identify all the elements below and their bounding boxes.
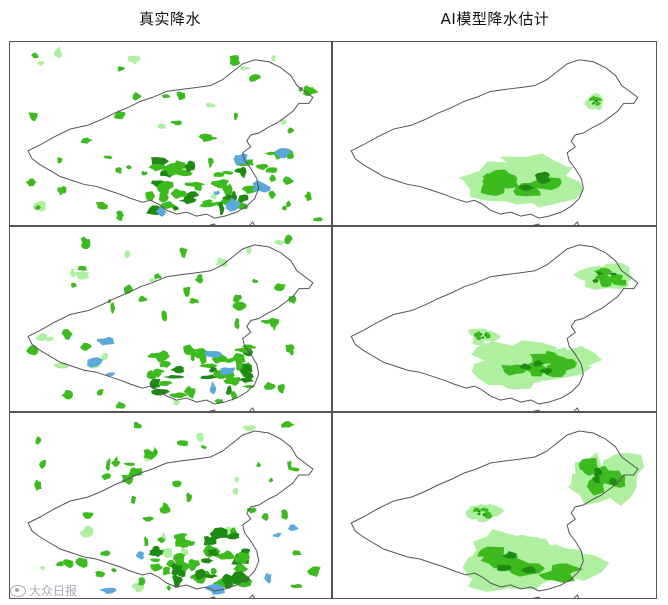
island-outline	[532, 223, 540, 225]
rain-areas	[458, 92, 604, 208]
column-title-ai-estimate: AI模型降水估计	[440, 10, 550, 28]
china-boundary-outline	[350, 244, 639, 405]
china-boundary-outline	[27, 59, 314, 219]
china-map-svg	[350, 59, 639, 225]
china-map-svg	[26, 234, 314, 411]
china-boundary-outline	[350, 430, 639, 592]
island-outline	[573, 221, 580, 225]
island-outline	[208, 596, 216, 598]
rain-areas	[34, 421, 321, 595]
china-boundary-outline	[27, 430, 314, 592]
watermark: 大众日报	[10, 582, 77, 599]
china-map-svg	[27, 421, 321, 598]
china-map-svg	[25, 46, 324, 225]
island-outline	[532, 596, 540, 598]
eye-logo-icon	[10, 584, 26, 597]
rain-areas	[468, 262, 634, 390]
map-panel-row3-ai	[332, 412, 657, 599]
map-panel-row2-ai	[332, 226, 657, 412]
map-panel-row1-ai	[332, 41, 657, 226]
island-outline	[249, 594, 255, 598]
rain-areas	[462, 452, 645, 592]
island-outline	[249, 407, 255, 411]
island-outline	[573, 407, 580, 411]
island-outline	[208, 409, 216, 411]
rain-areas	[25, 46, 324, 222]
island-outline	[249, 221, 255, 225]
map-panel-row2-observed	[9, 226, 332, 412]
map-panel-row1-observed	[9, 41, 332, 226]
rain-areas	[26, 234, 297, 409]
china-map-svg	[350, 430, 645, 598]
island-outline	[573, 594, 580, 598]
watermark-text: 大众日报	[29, 584, 78, 598]
island-outline	[208, 223, 216, 225]
china-boundary-outline	[27, 244, 314, 405]
china-map-svg	[350, 244, 639, 411]
column-title-observed: 真实降水	[138, 10, 201, 28]
map-panel-row3-observed	[9, 412, 332, 599]
island-outline	[532, 409, 540, 411]
china-boundary-outline	[350, 59, 639, 219]
